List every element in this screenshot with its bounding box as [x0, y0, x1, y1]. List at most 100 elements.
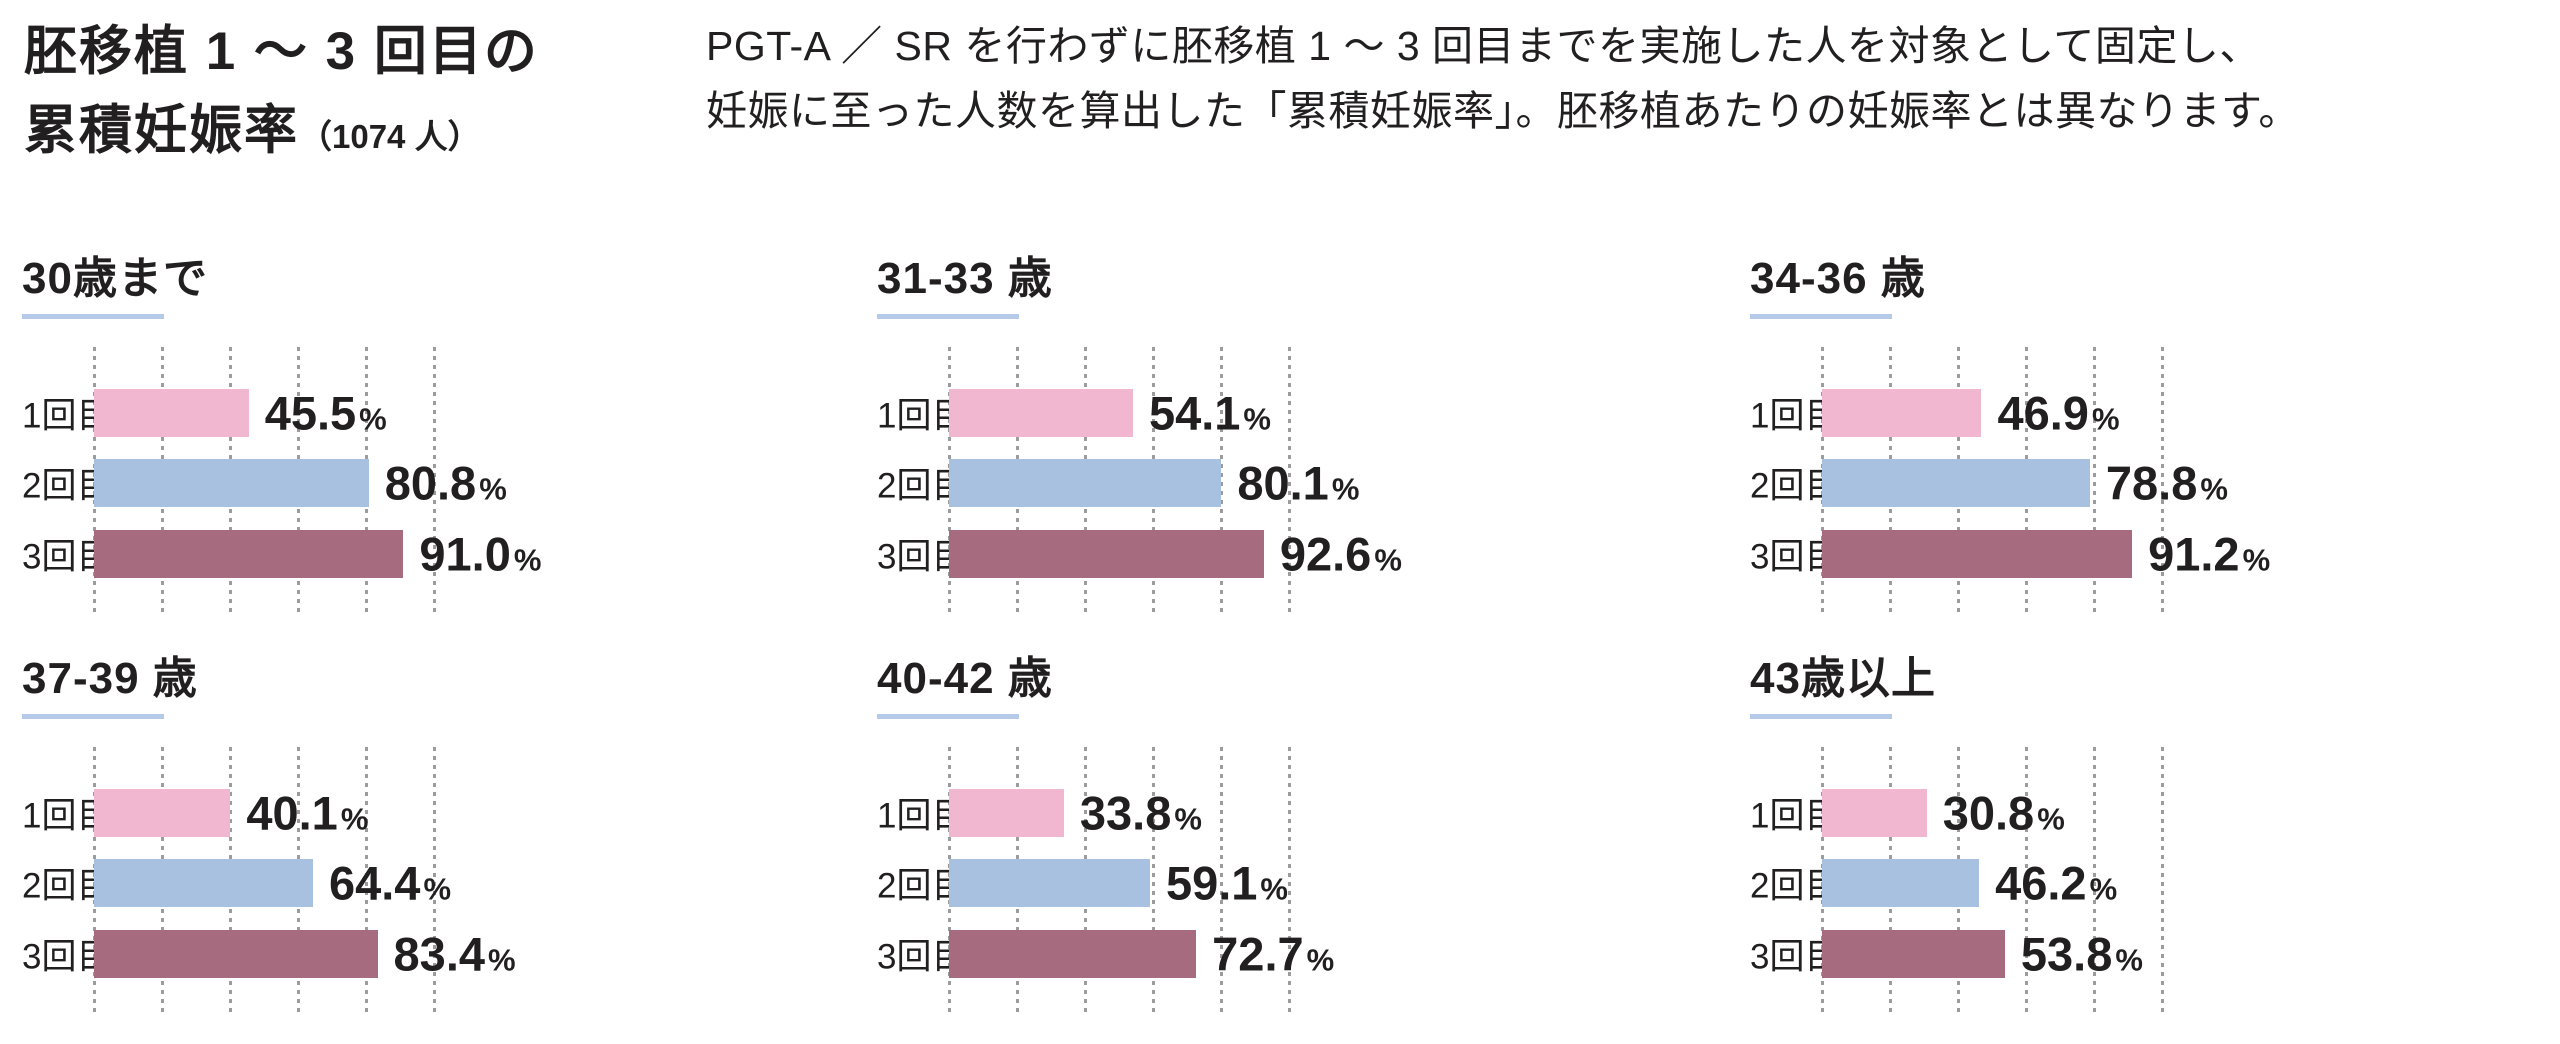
description-line2: 妊娠に至った人数を算出した「累積妊娠率」。胚移植あたりの妊娠率とは異なります。 — [706, 88, 2300, 134]
bar — [94, 389, 249, 437]
title-underline — [22, 314, 164, 319]
bar — [94, 459, 369, 507]
bar-value-number: 45.5 — [264, 386, 357, 440]
bar-value-number: 46.9 — [1997, 386, 2089, 440]
bar — [949, 859, 1150, 907]
description-line1: PGT-A ／ SR を行わずに胚移植 1 ～ 3 回目までを実施した人を対象と… — [706, 23, 2261, 69]
bar — [94, 530, 404, 578]
bar-value-number: 64.4 — [328, 856, 421, 910]
gridline — [1288, 747, 1291, 1017]
bar-plot: 1回目 46.9% 2回目 78.8% 3回目 91.2% — [1750, 347, 2270, 617]
bar — [949, 530, 1264, 578]
bar-value: 30.8% — [1943, 786, 2065, 841]
bar — [1822, 789, 1927, 837]
bar-value-number: 33.8 — [1079, 786, 1172, 840]
percent-symbol: % — [1243, 401, 1271, 437]
bar-row: 1回目 54.1% — [877, 387, 1289, 440]
age-panel: 31-33 歳 1回目 54.1% 2回目 80.1% 3回目 92.6% — [877, 255, 1687, 617]
bar-value-number: 80.1 — [1237, 456, 1329, 510]
bar-row: 2回目 64.4% — [22, 857, 451, 910]
percent-symbol: % — [423, 871, 452, 907]
bar-row: 2回目 59.1% — [877, 857, 1289, 910]
bar-value: 59.1% — [1166, 856, 1288, 911]
bar-value-number: 72.7 — [1212, 927, 1304, 981]
age-panel: 40-42 歳 1回目 33.8% 2回目 59.1% 3回目 72.7% — [877, 655, 1687, 1017]
bar-value-number: 78.8 — [2105, 456, 2198, 510]
gridline — [433, 747, 436, 1017]
bar-row: 3回目 92.6% — [877, 528, 1402, 581]
age-panel: 30歳まで 1回目 45.5% 2回目 80.8% 3回目 91.0% — [22, 255, 832, 617]
bar-value: 78.8% — [2106, 456, 2228, 511]
bar — [94, 859, 313, 907]
bar-value: 53.8% — [2021, 927, 2143, 982]
gridline — [2093, 347, 2096, 617]
bar-row: 2回目 78.8% — [1750, 457, 2228, 510]
gridline — [1288, 347, 1291, 617]
bar-value-number: 40.1 — [246, 786, 338, 840]
gridline — [1220, 347, 1223, 617]
bar-value: 83.4% — [394, 927, 516, 982]
bar-value: 33.8% — [1080, 786, 1202, 841]
gridline — [433, 347, 436, 617]
bar — [1822, 530, 2133, 578]
bar-plot: 1回目 30.8% 2回目 46.2% 3回目 53.8% — [1750, 747, 2164, 1017]
sample-size: （1074 人） — [299, 118, 481, 155]
bar-plot: 1回目 40.1% 2回目 64.4% 3回目 83.4% — [22, 747, 516, 1017]
bar-value: 45.5% — [265, 386, 387, 441]
bar — [949, 930, 1197, 978]
bar-value: 40.1% — [246, 786, 368, 841]
percent-symbol: % — [513, 542, 542, 578]
bar-value: 46.2% — [1995, 856, 2117, 911]
age-group-title: 40-42 歳 — [877, 654, 1053, 703]
percent-symbol: % — [488, 942, 516, 978]
percent-symbol: % — [2091, 401, 2120, 437]
bar — [1822, 459, 2090, 507]
bar-plot: 1回目 33.8% 2回目 59.1% 3回目 72.7% — [877, 747, 1334, 1017]
title-underline — [1750, 314, 1892, 319]
percent-symbol: % — [479, 471, 507, 507]
bar — [94, 789, 231, 837]
gridline — [2093, 747, 2096, 1017]
bar-value-number: 92.6 — [1279, 527, 1372, 581]
age-panel: 34-36 歳 1回目 46.9% 2回目 78.8% 3回目 91.2% — [1750, 255, 2560, 617]
bar-value-number: 80.8 — [384, 456, 477, 510]
bar-value: 54.1% — [1149, 386, 1271, 441]
page-title-line1: 胚移植 1 ～ 3 回目の — [24, 22, 539, 81]
age-group-title: 31-33 歳 — [877, 254, 1053, 303]
bar-row: 3回目 83.4% — [22, 928, 516, 981]
percent-symbol: % — [1331, 471, 1360, 507]
percent-symbol: % — [340, 801, 369, 837]
title-underline — [22, 714, 164, 719]
bar-row: 1回目 30.8% — [1750, 787, 2162, 840]
percent-symbol: % — [2037, 801, 2065, 837]
gridline — [2025, 747, 2028, 1017]
bar — [1822, 859, 1980, 907]
percent-symbol: % — [1374, 542, 1402, 578]
bar-value: 64.4% — [329, 856, 451, 911]
gridline — [1220, 747, 1223, 1017]
bar-value: 80.1% — [1237, 456, 1359, 511]
bar-row: 1回目 46.9% — [1750, 386, 2162, 440]
bar-value: 91.0% — [419, 527, 541, 582]
bar-value: 92.6% — [1280, 527, 1402, 582]
title-underline — [877, 314, 1019, 319]
age-group-title: 34-36 歳 — [1750, 254, 1926, 303]
bar-row: 3回目 72.7% — [877, 928, 1334, 981]
bar-value-number: 91.2 — [2148, 527, 2240, 581]
bar-plot: 1回目 45.5% 2回目 80.8% 3回目 91.0% — [22, 347, 541, 617]
title-underline — [877, 714, 1019, 719]
bar-row: 1回目 45.5% — [22, 387, 434, 440]
gridline — [2161, 747, 2164, 1017]
bar — [1822, 389, 1982, 437]
age-group-title: 30歳まで — [22, 254, 208, 303]
gridline — [1152, 747, 1155, 1017]
bar — [94, 930, 378, 978]
bar — [1822, 930, 2005, 978]
bar-value: 80.8% — [385, 456, 507, 511]
percent-symbol: % — [2089, 871, 2118, 907]
bar-row: 3回目 91.2% — [1750, 528, 2270, 581]
bar — [949, 459, 1222, 507]
bar-value: 91.2% — [2148, 527, 2270, 582]
age-panel: 43歳以上 1回目 30.8% 2回目 46.2% 3回目 53.8% — [1750, 655, 2560, 1017]
